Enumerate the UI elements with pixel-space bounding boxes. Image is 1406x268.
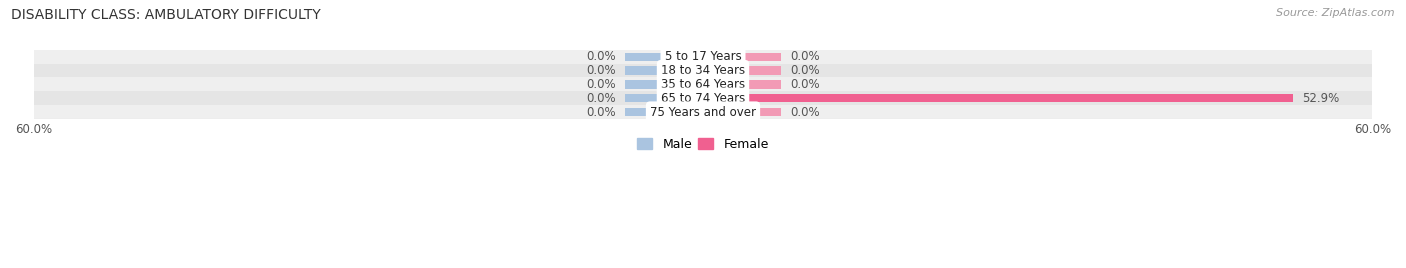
- Text: 0.0%: 0.0%: [790, 106, 820, 118]
- Text: 18 to 34 Years: 18 to 34 Years: [661, 64, 745, 77]
- Bar: [703, 66, 782, 75]
- Text: 65 to 74 Years: 65 to 74 Years: [661, 92, 745, 105]
- Bar: [703, 108, 782, 116]
- Bar: [34, 105, 1372, 119]
- Bar: [703, 94, 1294, 102]
- Bar: [703, 80, 782, 88]
- Bar: [34, 50, 1372, 64]
- Text: 5 to 17 Years: 5 to 17 Years: [665, 50, 741, 63]
- Bar: [624, 80, 703, 88]
- Text: 75 Years and over: 75 Years and over: [650, 106, 756, 118]
- Bar: [34, 91, 1372, 105]
- Bar: [34, 64, 1372, 77]
- Bar: [34, 77, 1372, 91]
- Text: 0.0%: 0.0%: [586, 106, 616, 118]
- Text: 52.9%: 52.9%: [1302, 92, 1340, 105]
- Text: DISABILITY CLASS: AMBULATORY DIFFICULTY: DISABILITY CLASS: AMBULATORY DIFFICULTY: [11, 8, 321, 22]
- Text: 0.0%: 0.0%: [790, 50, 820, 63]
- Text: 0.0%: 0.0%: [586, 64, 616, 77]
- Bar: [624, 53, 703, 61]
- Bar: [703, 53, 782, 61]
- Bar: [624, 94, 703, 102]
- Bar: [624, 66, 703, 75]
- Bar: [624, 108, 703, 116]
- Text: 0.0%: 0.0%: [586, 50, 616, 63]
- Text: 35 to 64 Years: 35 to 64 Years: [661, 78, 745, 91]
- Legend: Male, Female: Male, Female: [637, 138, 769, 151]
- Text: Source: ZipAtlas.com: Source: ZipAtlas.com: [1277, 8, 1395, 18]
- Text: 0.0%: 0.0%: [586, 92, 616, 105]
- Text: 0.0%: 0.0%: [790, 64, 820, 77]
- Text: 0.0%: 0.0%: [790, 78, 820, 91]
- Text: 0.0%: 0.0%: [586, 78, 616, 91]
